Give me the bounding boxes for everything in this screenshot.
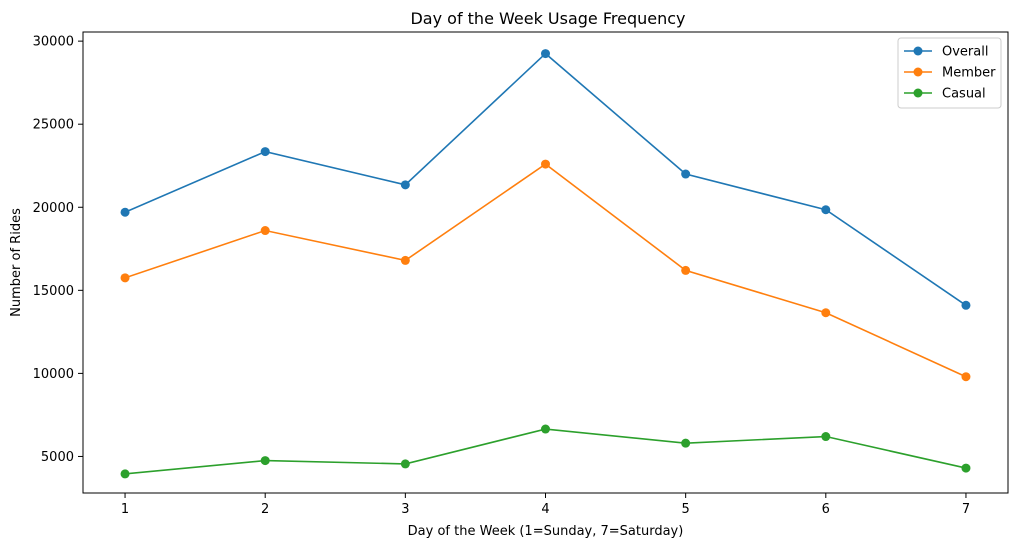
y-tick-label: 10000 xyxy=(33,367,74,382)
data-point xyxy=(681,169,691,179)
series-layer xyxy=(120,49,971,479)
legend-label: Overall xyxy=(942,45,988,60)
y-tick-label: 20000 xyxy=(33,201,74,216)
legend-item: Casual xyxy=(904,87,986,102)
legend-item: Member xyxy=(904,66,996,81)
series-casual xyxy=(120,424,971,479)
x-tick-label: 6 xyxy=(822,502,830,517)
x-tick-label: 3 xyxy=(401,502,409,517)
x-tick-label: 4 xyxy=(541,502,549,517)
data-point xyxy=(681,438,691,448)
data-point xyxy=(400,459,410,469)
legend-label: Casual xyxy=(942,87,986,102)
x-axis-ticks: 1 2 3 4 5 6 7 xyxy=(121,493,970,517)
y-tick-label: 15000 xyxy=(33,284,74,299)
legend-swatch-marker xyxy=(913,88,923,98)
series-line xyxy=(124,428,967,475)
legend-label: Member xyxy=(942,66,996,81)
data-point xyxy=(260,147,270,157)
data-point xyxy=(541,49,550,59)
data-point xyxy=(260,226,270,236)
data-point xyxy=(120,469,130,479)
data-point xyxy=(541,424,550,434)
y-tick-label: 30000 xyxy=(33,35,74,50)
x-tick-label: 5 xyxy=(682,502,690,517)
data-point xyxy=(821,205,831,215)
legend-item: Overall xyxy=(904,45,988,60)
legend-swatch-marker xyxy=(913,46,923,56)
data-point xyxy=(961,372,971,382)
y-tick-label: 5000 xyxy=(41,450,74,465)
data-point xyxy=(821,432,831,442)
x-tick-label: 1 xyxy=(121,502,129,517)
data-point xyxy=(120,207,130,217)
data-point xyxy=(681,265,691,275)
legend: Overall Member Casual xyxy=(897,37,1002,109)
y-axis-ticks: 5000 10000 15000 20000 25000 30000 xyxy=(33,35,83,465)
data-point xyxy=(961,463,971,473)
series-line xyxy=(124,52,967,306)
y-tick-label: 25000 xyxy=(33,118,74,133)
data-point xyxy=(541,159,550,169)
data-point xyxy=(400,255,410,265)
data-point xyxy=(961,300,971,310)
x-axis-label: Day of the Week (1=Sunday, 7=Saturday) xyxy=(408,524,684,539)
legend-swatch-marker xyxy=(913,67,923,77)
legend-box xyxy=(897,37,1002,109)
data-point xyxy=(821,308,831,318)
data-point xyxy=(120,273,130,283)
series-member xyxy=(120,159,971,382)
x-tick-label: 2 xyxy=(261,502,269,517)
y-axis-label: Number of Rides xyxy=(9,208,24,317)
chart-title: Day of the Week Usage Frequency xyxy=(410,9,685,28)
series-line xyxy=(124,163,967,378)
series-overall xyxy=(120,49,971,310)
data-point xyxy=(400,180,410,190)
plot-frame xyxy=(82,31,1009,494)
x-tick-label: 7 xyxy=(962,502,970,517)
data-point xyxy=(260,456,270,466)
